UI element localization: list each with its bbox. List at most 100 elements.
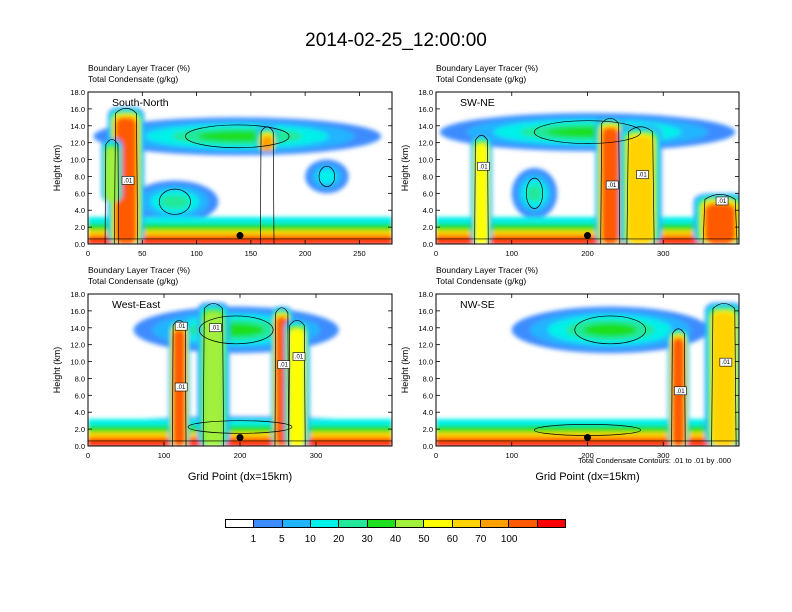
x-tick-label: 100 (158, 451, 171, 460)
panel-label: SW-NE (460, 97, 495, 109)
svg-text:.01: .01 (722, 360, 731, 366)
y-tick-label: 10.0 (418, 358, 433, 367)
y-tick-label: 8.0 (75, 374, 85, 383)
contour-label: .01 (209, 323, 222, 333)
colorbar-labels: 1 5 10 20 30 40 50 60 70 100 (225, 534, 566, 548)
x-tick-label: 100 (505, 249, 518, 258)
y-tick-label: 14.0 (418, 324, 433, 333)
panel-west-east: Boundary Layer Tracer (%) Total Condensat… (28, 258, 432, 483)
panel-svg: Boundary Layer Tracer (%)Total Condensat… (52, 265, 393, 483)
subtitle-tracer: Boundary Layer Tracer (%) (436, 63, 538, 73)
colorbar-label: 100 (500, 534, 518, 545)
x-tick-label: 0 (86, 451, 90, 460)
colorbar-swatch (367, 520, 396, 527)
y-tick-label: 0.0 (423, 442, 433, 451)
y-tick-label: 12.0 (418, 341, 433, 350)
colorbar-swatch (395, 520, 425, 527)
contour-footnote: Total Condensate Contours: .01 to .01 by… (578, 456, 732, 465)
subtitle-tracer: Boundary Layer Tracer (%) (88, 265, 190, 275)
y-tick-label: 2.0 (423, 425, 433, 434)
location-marker (236, 434, 244, 442)
colorbar-label: 20 (333, 534, 345, 545)
svg-text:.01: .01 (718, 199, 727, 205)
x-tick-label: 200 (299, 249, 312, 258)
plot-area: .01 .01 .01 .01 .01 (88, 294, 392, 446)
colorbar-label: 40 (389, 534, 402, 545)
y-tick-label: 18.0 (70, 290, 85, 299)
contour-label: .01 (174, 382, 188, 392)
x-tick-label: 100 (505, 451, 518, 460)
colorbar-swatch (310, 520, 340, 527)
subtitle-condensate: Total Condensate (g/kg) (88, 74, 178, 84)
y-axis-label: Height (km) (52, 145, 62, 192)
colorbar-swatch (226, 520, 255, 527)
location-marker (584, 232, 591, 240)
colorbar-swatch (254, 520, 283, 527)
colorbar-swatch (509, 520, 538, 527)
y-tick-label: 4.0 (423, 206, 433, 215)
subtitle-condensate: Total Condensate (g/kg) (88, 276, 178, 286)
y-axis-label: Height (km) (52, 347, 62, 394)
contour-label: .01 (174, 321, 188, 331)
boundary-layer (88, 418, 392, 446)
y-tick-label: 2.0 (75, 223, 85, 232)
x-tick-label: 300 (657, 249, 670, 258)
y-tick-label: 18.0 (418, 88, 433, 97)
svg-text:.01: .01 (211, 326, 220, 332)
colorbar-label: 30 (361, 534, 373, 545)
y-tick-label: 4.0 (75, 206, 85, 215)
svg-text:.01: .01 (676, 389, 685, 395)
panel-svg: Boundary Layer Tracer (%)Total Condensat… (400, 265, 740, 483)
contour-label: .01 (477, 161, 490, 171)
plot-area: .01 .01 .01 .01 (436, 92, 739, 244)
x-tick-label: 0 (434, 451, 438, 460)
plot-area: .01 .01 (436, 294, 739, 446)
y-tick-label: 16.0 (418, 105, 433, 114)
y-tick-label: 18.0 (70, 88, 85, 97)
plume-2 (470, 134, 493, 244)
y-tick-label: 8.0 (423, 172, 433, 181)
colorbar-label: 10 (304, 534, 316, 545)
plume-1 (704, 302, 739, 446)
subtitle-tracer: Boundary Layer Tracer (%) (88, 63, 190, 73)
panel-label: West-East (112, 299, 160, 311)
y-tick-label: 4.0 (423, 408, 433, 417)
panel-sw-ne: Boundary Layer Tracer (%) Total Condensat… (376, 56, 779, 278)
colorbar-label: 50 (418, 534, 430, 545)
panel-south-north: Boundary Layer Tracer (%) Total Condensat… (28, 56, 432, 278)
y-tick-label: 10.0 (70, 358, 85, 367)
condensate-contours (88, 107, 392, 244)
svg-text:.01: .01 (295, 355, 304, 361)
subtitle-condensate: Total Condensate (g/kg) (436, 276, 526, 286)
contour-label: .01 (277, 360, 291, 369)
panel-label: South-North (112, 97, 169, 109)
svg-text:.01: .01 (608, 183, 617, 189)
y-tick-label: 0.0 (75, 442, 85, 451)
x-tick-label: 250 (353, 249, 366, 258)
y-tick-label: 16.0 (418, 307, 433, 316)
plume-0 (168, 319, 190, 446)
panel-svg: Boundary Layer Tracer (%)Total Condensat… (52, 63, 393, 258)
y-tick-label: 18.0 (418, 290, 433, 299)
plot-frame (87, 91, 393, 245)
y-tick-label: 10.0 (70, 156, 85, 165)
svg-text:.01: .01 (177, 324, 186, 330)
panel-nw-se: Boundary Layer Tracer (%) Total Condensat… (376, 258, 779, 483)
x-tick-label: 0 (86, 249, 90, 258)
contour-label: .01 (121, 176, 135, 185)
cloud-band-1-level-4 (160, 194, 190, 209)
y-tick-label: 6.0 (75, 189, 85, 198)
y-tick-label: 14.0 (70, 122, 85, 131)
plume-1 (619, 125, 662, 244)
colorbar-swatch (480, 520, 510, 527)
svg-text:.01: .01 (479, 164, 488, 170)
contour-label: .01 (715, 196, 729, 206)
y-tick-label: 6.0 (423, 391, 433, 400)
y-tick-label: 16.0 (70, 105, 85, 114)
colorbar-label: 60 (446, 534, 458, 545)
x-tick-label: 100 (190, 249, 203, 258)
colorbar-label: 5 (279, 534, 285, 545)
contour-label: .01 (636, 170, 649, 179)
y-tick-label: 14.0 (418, 122, 433, 131)
colorbar-swatch (452, 520, 481, 527)
